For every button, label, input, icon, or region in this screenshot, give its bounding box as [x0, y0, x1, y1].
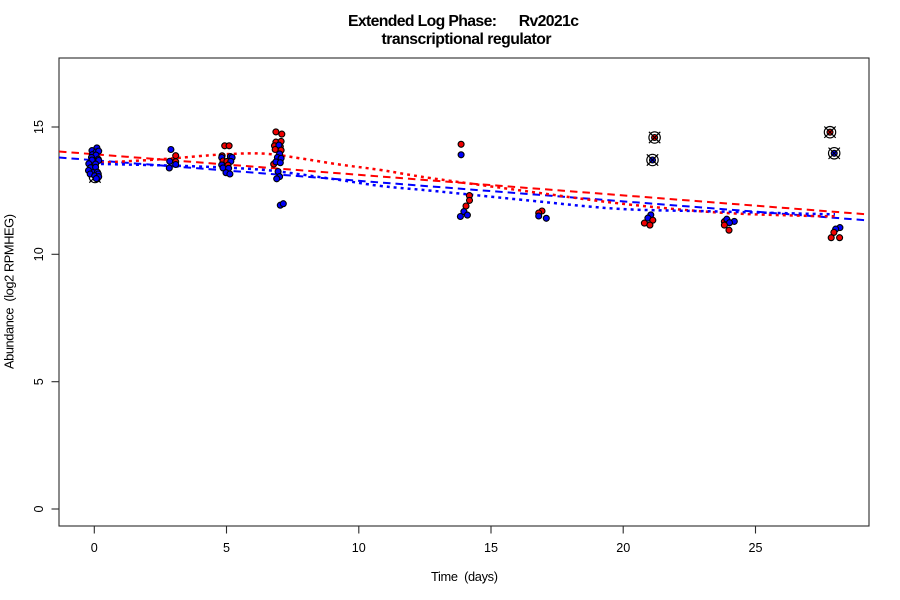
- svg-text:15: 15: [484, 541, 498, 555]
- svg-text:5: 5: [32, 378, 46, 385]
- svg-text:Abundance (log2 RPMHEG): Abundance (log2 RPMHEG): [2, 214, 17, 369]
- svg-text:25: 25: [748, 541, 762, 555]
- svg-text:5: 5: [223, 541, 230, 555]
- svg-text:10: 10: [32, 247, 46, 261]
- svg-text:0: 0: [91, 541, 98, 555]
- svg-text:Time (days): Time (days): [431, 569, 498, 584]
- svg-text:Extended Log Phase: Rv202: Extended Log Phase: Rv2021c: [348, 13, 579, 30]
- svg-text:20: 20: [616, 541, 630, 555]
- svg-text:15: 15: [32, 120, 46, 134]
- svg-text:10: 10: [352, 541, 366, 555]
- svg-text:transcriptional regulator: transcriptional regulator: [382, 31, 552, 48]
- svg-text:0: 0: [32, 505, 46, 512]
